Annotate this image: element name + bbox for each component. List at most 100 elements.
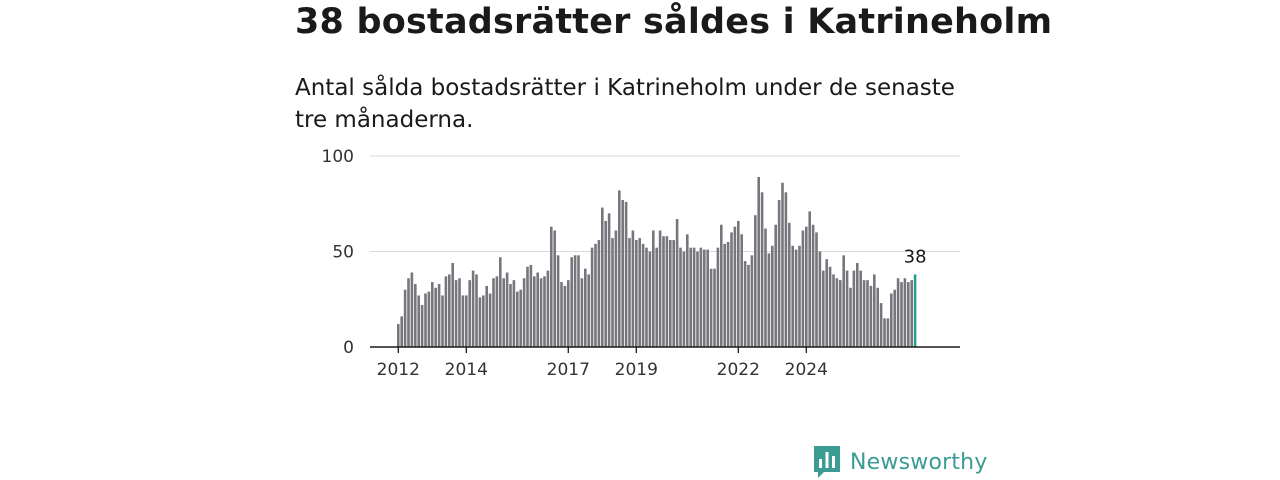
bar (482, 295, 485, 347)
bar (675, 219, 679, 347)
brand-logo: Newsworthy (814, 446, 988, 478)
bar (781, 182, 784, 347)
bar (665, 236, 669, 347)
bar (451, 262, 454, 347)
bar (692, 247, 696, 347)
x-tick-label: 2019 (615, 360, 658, 380)
bar (414, 283, 417, 347)
bar (811, 224, 815, 347)
bar (403, 289, 407, 347)
bar (573, 255, 577, 347)
bar (427, 291, 431, 347)
bar (543, 276, 546, 347)
bar (519, 289, 522, 347)
bar (465, 295, 468, 347)
bar (512, 280, 516, 347)
bar (896, 278, 900, 347)
bar (635, 240, 638, 347)
bar (536, 272, 539, 347)
bar (611, 238, 614, 347)
bar (720, 224, 723, 347)
bar (669, 240, 672, 347)
bar (563, 285, 567, 347)
bar (614, 230, 618, 347)
bar (437, 283, 441, 347)
bar (567, 280, 570, 347)
bar (431, 282, 434, 347)
highlight-bar (913, 274, 917, 347)
bar (560, 282, 563, 347)
bar (662, 236, 665, 347)
bar (893, 289, 896, 347)
bar (910, 280, 913, 347)
bar (672, 240, 675, 347)
bar (485, 285, 488, 347)
bar (682, 251, 686, 347)
bar (859, 270, 862, 347)
bar (818, 251, 822, 347)
bar (641, 243, 645, 347)
bar (723, 243, 726, 347)
bar (553, 230, 556, 347)
bar (628, 238, 631, 347)
bar (808, 211, 811, 347)
bar (689, 247, 692, 347)
bar (505, 272, 509, 347)
bar (502, 278, 505, 347)
bar (845, 270, 849, 347)
bar (866, 280, 869, 347)
bar (825, 259, 828, 347)
bar (556, 255, 560, 347)
bar (696, 251, 699, 347)
bar (618, 190, 621, 347)
bar (890, 293, 893, 347)
x-tick-label: 2024 (785, 360, 828, 380)
bar (798, 245, 801, 347)
y-tick-label: 50 (332, 243, 354, 263)
bar (907, 282, 910, 347)
bar (410, 272, 414, 347)
bar (706, 249, 709, 347)
bar (645, 247, 648, 347)
bar (852, 270, 856, 347)
bar (791, 245, 794, 347)
bar (760, 192, 764, 347)
bar (468, 280, 471, 347)
bar (424, 293, 427, 347)
axes (370, 346, 960, 353)
bar (703, 249, 706, 347)
bar (805, 226, 808, 347)
bar (570, 257, 573, 347)
chart-subtitle: Antal sålda bostadsrätter i Katrineholm … (295, 75, 955, 133)
bar (754, 215, 757, 347)
bar (879, 303, 883, 347)
bar (743, 261, 747, 347)
bar (631, 230, 635, 347)
bar (709, 268, 713, 347)
bar (771, 245, 774, 347)
bar (594, 243, 597, 347)
bar (788, 222, 791, 347)
bar (747, 264, 750, 347)
x-tick-label: 2022 (717, 360, 760, 380)
bar (856, 262, 859, 347)
bar (546, 270, 550, 347)
bar (577, 255, 580, 347)
bar (522, 278, 526, 347)
bar (740, 234, 743, 347)
bar (801, 230, 805, 347)
x-tick-label: 2017 (547, 360, 590, 380)
bar (529, 264, 533, 347)
bar (784, 192, 788, 347)
bar (767, 253, 771, 347)
bar (794, 249, 798, 347)
bar (822, 270, 825, 347)
bar (876, 287, 879, 347)
bar (832, 274, 835, 347)
bar (461, 295, 465, 347)
bar (815, 232, 818, 347)
bar (448, 274, 451, 347)
bar (444, 276, 448, 347)
bar (478, 297, 482, 347)
bar (835, 278, 839, 347)
